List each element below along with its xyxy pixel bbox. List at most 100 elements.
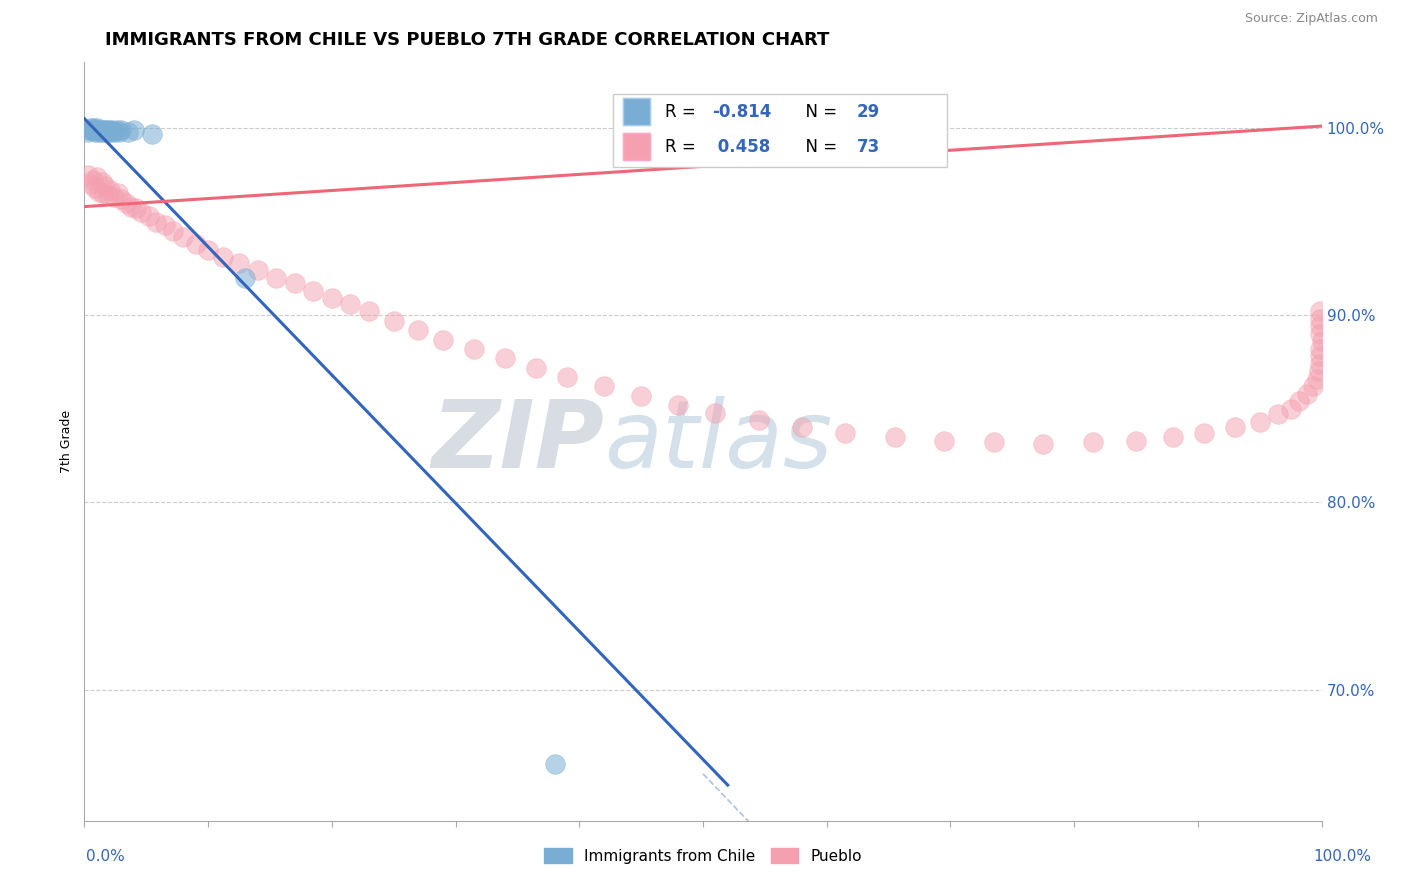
Point [172,229,194,244]
Legend: Immigrants from Chile, Pueblo: Immigrants from Chile, Pueblo [538,842,868,870]
Point [98,183,121,197]
Point [432,333,454,347]
Point [983,435,1005,450]
Point [1032,437,1054,451]
Point [94,179,117,194]
Point [1249,415,1271,429]
Point [125,202,148,216]
Text: 100.0%: 100.0% [1313,849,1372,863]
Point [233,270,256,285]
Point [1310,334,1333,349]
Point [97,188,120,202]
Text: N =: N = [794,137,842,155]
Point [883,430,905,444]
Point [408,323,430,337]
FancyBboxPatch shape [613,94,946,167]
Y-axis label: 7th Grade: 7th Grade [59,410,73,473]
Text: 73: 73 [856,137,880,155]
Point [96,123,118,137]
Point [77,125,100,139]
FancyBboxPatch shape [623,98,650,125]
Point [86,169,108,184]
Point [89,125,111,139]
Text: R =: R = [665,137,700,155]
Point [120,200,142,214]
Text: 0.458: 0.458 [711,137,770,155]
Point [94,125,117,139]
Point [339,297,361,311]
Point [98,123,121,137]
FancyBboxPatch shape [623,98,650,125]
Point [246,263,269,277]
Point [284,277,307,291]
Point [630,389,652,403]
Point [107,186,129,201]
Point [1309,304,1331,318]
Point [1309,312,1331,326]
FancyBboxPatch shape [623,133,650,161]
Point [103,125,125,139]
Text: ZIP: ZIP [432,395,605,488]
Point [103,190,125,204]
Point [84,181,107,195]
Point [1192,426,1215,441]
Point [1267,408,1289,422]
Point [115,195,138,210]
Point [141,127,163,141]
Point [84,125,107,139]
Point [357,304,380,318]
Point [117,125,139,139]
Point [91,123,114,137]
Point [834,426,856,441]
Point [1305,372,1327,386]
Point [524,360,547,375]
Point [264,270,287,285]
Point [555,370,578,384]
Point [934,434,956,448]
Point [1309,357,1331,371]
Point [87,123,110,137]
Point [90,175,112,189]
Point [1308,364,1330,378]
Point [543,757,565,772]
Point [1309,342,1331,356]
Point [228,256,250,270]
Point [382,314,405,328]
Point [1309,326,1331,341]
Text: 0.0%: 0.0% [86,849,125,863]
Point [1279,401,1302,416]
Point [110,192,132,206]
Text: 29: 29 [856,103,880,120]
Point [153,219,176,233]
Point [122,123,145,137]
Point [1309,350,1331,364]
Point [83,123,105,137]
Point [98,125,121,139]
Text: IMMIGRANTS FROM CHILE VS PUEBLO 7TH GRADE CORRELATION CHART: IMMIGRANTS FROM CHILE VS PUEBLO 7TH GRAD… [105,31,830,49]
Point [302,284,325,298]
Point [1081,435,1104,450]
Point [97,125,120,139]
Point [79,123,101,137]
Point [790,420,813,434]
Text: Source: ZipAtlas.com: Source: ZipAtlas.com [1244,12,1378,25]
Point [80,123,103,137]
Point [82,173,104,187]
Point [145,214,167,228]
Point [1302,379,1324,393]
Point [82,120,104,135]
Point [100,123,122,137]
Point [129,205,152,219]
Point [593,379,616,393]
Point [1295,386,1317,401]
Point [90,125,112,139]
Point [321,291,343,305]
Point [105,123,128,137]
Point [748,413,770,427]
Point [77,168,100,182]
Point [197,243,219,257]
Point [212,250,235,264]
Point [89,185,111,199]
Text: R =: R = [665,103,700,120]
Point [463,342,485,356]
